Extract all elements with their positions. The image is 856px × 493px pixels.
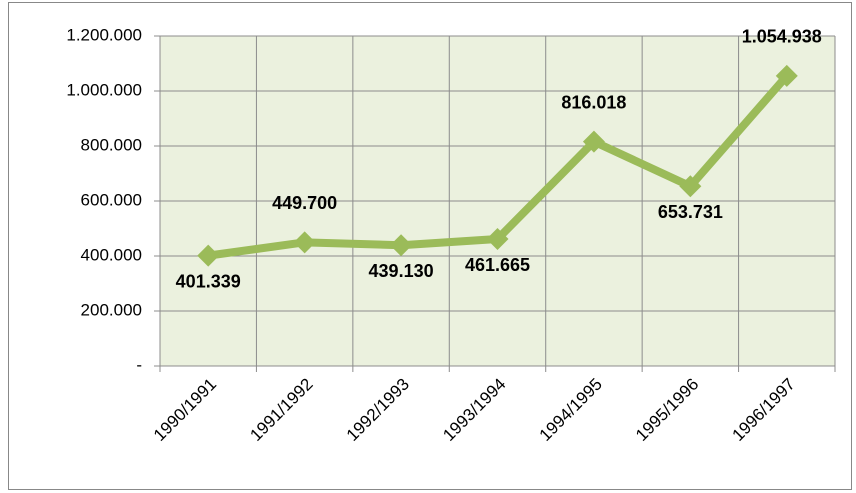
data-label: 401.339 [176,271,241,291]
y-tick-label: - [136,355,142,374]
y-tick-label: 200.000 [81,300,142,319]
data-marker [679,175,702,198]
y-tick-label: 800.000 [81,135,142,154]
data-label: 449.700 [272,193,337,213]
data-marker [197,244,220,267]
y-tick-label: 600.000 [81,190,142,209]
data-label: 461.665 [465,255,530,275]
data-marker [390,234,413,257]
data-marker [293,231,316,254]
data-label: 439.130 [369,261,434,281]
data-marker [486,228,509,251]
y-tick-label: 1.200.000 [66,25,142,44]
y-tick-label: 1.000.000 [66,80,142,99]
data-label: 653.731 [658,202,723,222]
data-label: 816.018 [561,92,626,112]
data-label: 1.054.938 [742,27,822,47]
data-marker [775,64,798,87]
data-marker [582,130,605,153]
y-tick-label: 400.000 [81,245,142,264]
